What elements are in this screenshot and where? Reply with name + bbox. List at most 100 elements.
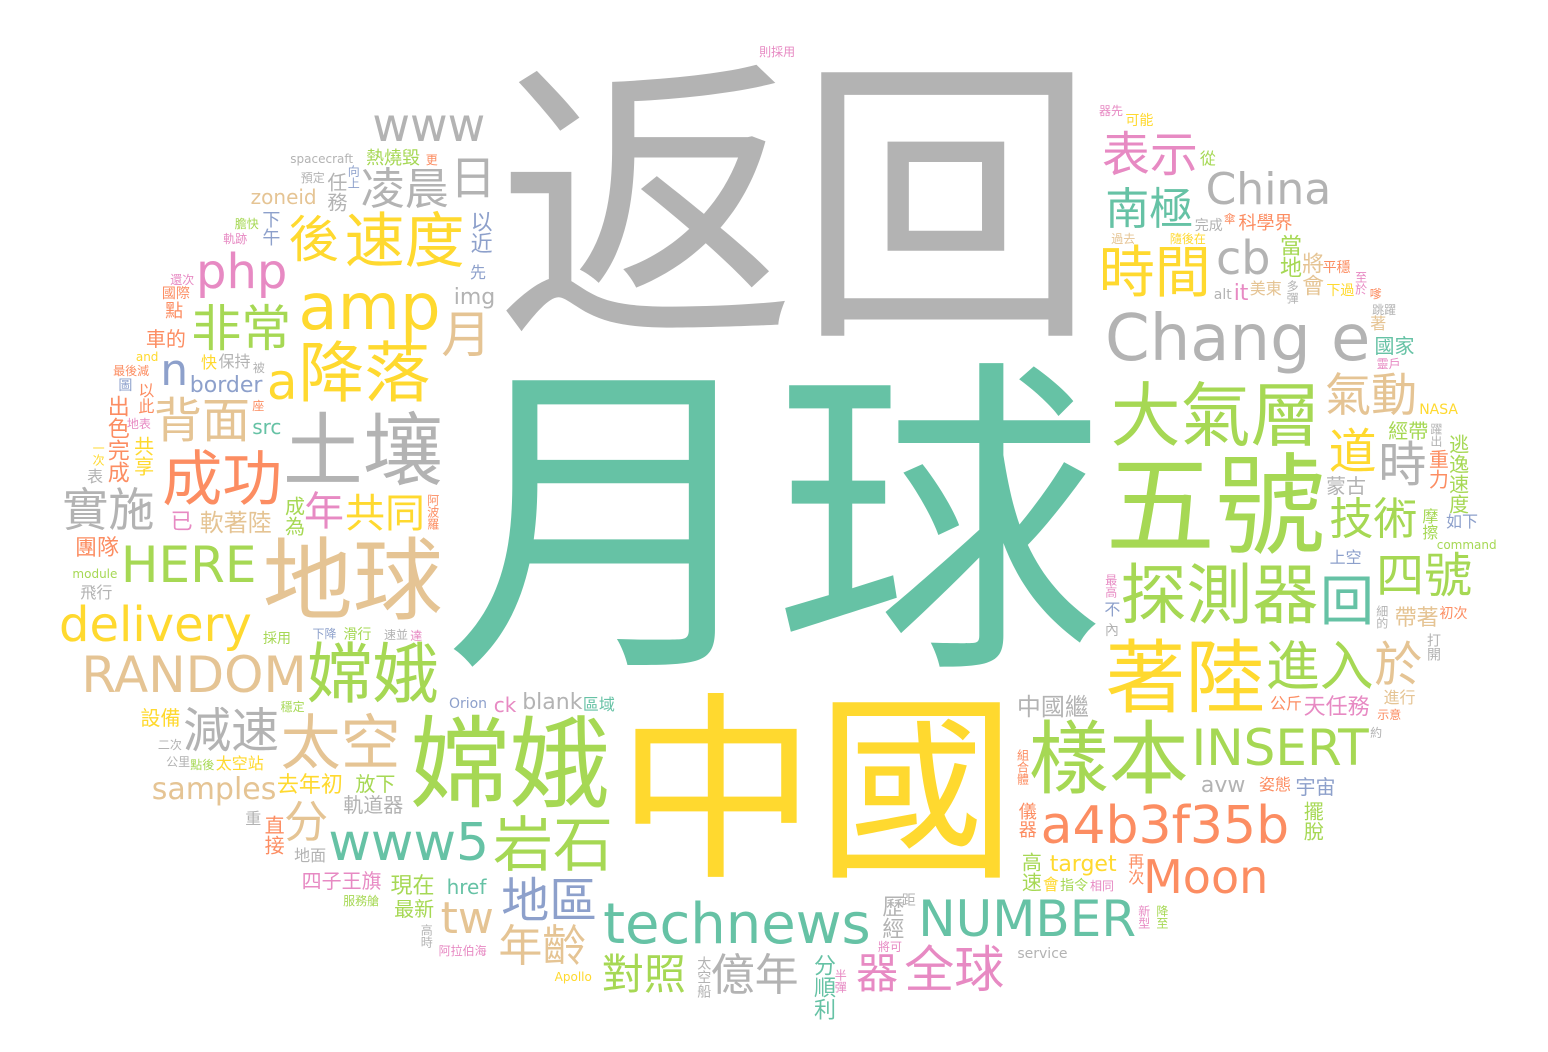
word: 平穩 bbox=[1322, 260, 1351, 277]
word: 出色完成 bbox=[103, 395, 129, 484]
word: 躍出 bbox=[1428, 423, 1443, 448]
word: 著陸 bbox=[1105, 631, 1266, 725]
word: 南極 bbox=[1105, 184, 1194, 236]
word: 新型 bbox=[1136, 904, 1151, 929]
word: 初次 bbox=[1439, 606, 1468, 623]
word: 五號 bbox=[1105, 442, 1326, 571]
word: 返回 bbox=[496, 34, 1097, 384]
word: 岩石 bbox=[493, 811, 614, 881]
word: 服務艙 bbox=[343, 893, 380, 908]
word: 最後減 bbox=[113, 364, 150, 379]
word: 軌跡 bbox=[223, 231, 248, 246]
word: tw bbox=[440, 893, 494, 945]
word: 快 bbox=[200, 353, 217, 372]
word: 不 bbox=[1104, 600, 1121, 620]
word: zoneid bbox=[250, 184, 317, 209]
word: 相同 bbox=[1090, 878, 1115, 893]
word: 蒙古 bbox=[1325, 474, 1366, 499]
word: 嫦娥 bbox=[306, 636, 439, 714]
word: spacecraft bbox=[290, 151, 354, 166]
word: 器 bbox=[856, 949, 899, 999]
word: www bbox=[372, 97, 486, 152]
word: 重 bbox=[245, 808, 262, 828]
word: 被 bbox=[252, 360, 265, 375]
word: 道 bbox=[1328, 424, 1377, 481]
word: 再次 bbox=[1125, 852, 1145, 885]
word: 科學界 bbox=[1238, 212, 1293, 234]
word: 靈戶 bbox=[1376, 356, 1401, 371]
word: 大氣層 bbox=[1110, 374, 1321, 457]
word: 月 bbox=[441, 305, 492, 364]
word: 共同 bbox=[344, 490, 425, 537]
word: 凌晨 bbox=[360, 163, 449, 215]
word: 探測器 bbox=[1120, 557, 1319, 635]
word: img bbox=[453, 285, 496, 311]
word: 二次 bbox=[157, 738, 182, 753]
word: cb bbox=[1215, 230, 1271, 285]
word: 團隊 bbox=[75, 535, 120, 561]
word: Moon bbox=[1143, 850, 1269, 905]
word: 一次 bbox=[91, 441, 106, 466]
word: 高速 bbox=[1018, 851, 1043, 892]
word: php bbox=[196, 244, 288, 301]
word: 膽快 bbox=[234, 216, 259, 231]
word: 阿波羅 bbox=[425, 493, 440, 530]
word: and bbox=[135, 349, 159, 364]
word: 經帶 bbox=[1388, 418, 1429, 443]
word: module bbox=[72, 567, 118, 581]
word: 後 bbox=[288, 211, 339, 270]
word: 滑行 bbox=[343, 626, 372, 643]
word: NASA bbox=[1419, 402, 1458, 419]
word: China bbox=[1205, 164, 1332, 216]
word: 表 bbox=[87, 466, 104, 486]
word: 向上 bbox=[346, 164, 361, 189]
word: 採用 bbox=[262, 631, 291, 648]
word: 完成 bbox=[1194, 218, 1223, 235]
word: 點 bbox=[165, 300, 184, 322]
word: 公里 bbox=[166, 755, 191, 770]
word: 摩擦 bbox=[1419, 508, 1439, 541]
word: 示意 bbox=[1377, 707, 1402, 722]
word: 擺脫 bbox=[1300, 800, 1325, 841]
word: a4b3f35b bbox=[1040, 796, 1290, 857]
word: 對照 bbox=[601, 949, 686, 999]
word: 樣本 bbox=[1028, 712, 1189, 806]
word: 非常 bbox=[191, 299, 292, 358]
word: 著 bbox=[1370, 314, 1387, 334]
word: 成功 bbox=[162, 445, 283, 516]
word: 太空船 bbox=[695, 956, 712, 999]
word: 進入 bbox=[1265, 635, 1374, 699]
word: 過去 bbox=[1111, 231, 1136, 246]
word: 器先 bbox=[1099, 104, 1124, 119]
word: 速並 bbox=[383, 627, 408, 642]
word: border bbox=[189, 372, 263, 398]
word: 會 bbox=[1042, 875, 1059, 895]
word: 還次 bbox=[170, 273, 195, 288]
word: 地區 bbox=[501, 873, 598, 930]
word: Orion bbox=[448, 696, 488, 713]
word: 去年初 bbox=[276, 773, 343, 798]
word: 設備 bbox=[140, 705, 181, 730]
word: 將可 bbox=[877, 939, 902, 954]
word: 月球 bbox=[444, 334, 1104, 718]
word: amp bbox=[298, 270, 441, 345]
word: 氣動 bbox=[1325, 367, 1418, 422]
word: 土壤 bbox=[282, 404, 443, 498]
word: 放下 bbox=[355, 772, 396, 797]
word: 跳躍 bbox=[1372, 302, 1397, 317]
word: 下午 bbox=[259, 210, 281, 247]
word: 從 bbox=[1199, 149, 1216, 169]
word: RANDOM bbox=[81, 646, 307, 705]
word: ck bbox=[493, 693, 517, 717]
word: 表示 bbox=[1101, 127, 1198, 184]
word: 高時 bbox=[419, 924, 434, 949]
word: 公斤 bbox=[1269, 694, 1302, 714]
word: 國際 bbox=[161, 285, 190, 302]
word: 飛行 bbox=[80, 582, 113, 602]
word: 將會 bbox=[1298, 252, 1324, 297]
word: 約 bbox=[1370, 726, 1383, 741]
word: 宇宙 bbox=[1295, 775, 1336, 800]
word: 全球 bbox=[904, 941, 1005, 1000]
word: www5 bbox=[328, 813, 490, 874]
